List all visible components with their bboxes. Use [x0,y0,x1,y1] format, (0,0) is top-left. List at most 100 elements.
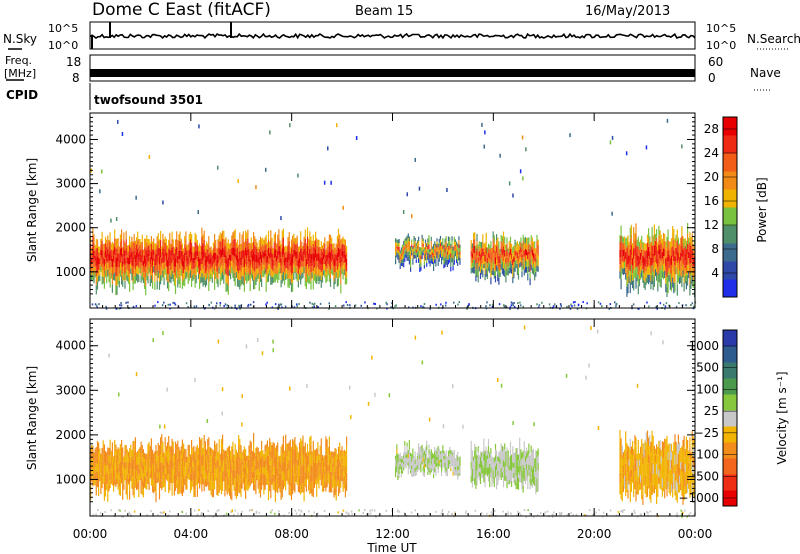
echo-cell [261,473,263,482]
echo-cell [142,465,144,474]
echo-cell [118,471,120,480]
echo-cell [530,246,532,253]
echo-cell [293,264,295,273]
echo-cell [201,273,203,283]
echo-cell [418,461,420,466]
echo-cell [489,464,491,470]
speckle-cell [678,302,680,305]
echo-cell [184,472,186,479]
echo-cell [114,255,116,264]
echo-cell [397,458,399,463]
echo-cell [259,236,262,245]
colorbar-tick-label: 12 [704,218,719,232]
echo-cell [166,245,169,253]
echo-cell [640,259,642,267]
echo-cell [222,481,224,491]
echo-cell [422,466,424,472]
echo-cell [298,450,301,460]
echo-cell [234,267,236,277]
echo-cell [496,463,498,470]
echo-cell [116,449,118,456]
echo-cell [344,451,346,459]
speckle-cell [597,301,600,304]
echo-cell [274,257,276,266]
speckle-cell [317,306,319,309]
echo-cell [131,251,133,259]
echo-cell [272,259,274,266]
echo-cell [426,449,428,455]
echo-cell [226,455,228,464]
echo-cell [117,245,119,254]
echo-cell [676,229,678,241]
echo-cell [501,467,503,473]
echo-cell [306,227,309,237]
echo-cell [453,255,455,261]
echo-cell [297,253,299,261]
echo-cell [321,257,324,264]
echo-cell [272,458,274,466]
speckle-cell [386,303,388,306]
echo-cell [516,252,518,259]
echo-cell [98,460,100,470]
echo-cell [109,439,111,448]
echo-cell [195,259,197,268]
echo-cell [619,483,621,495]
echo-cell [627,463,629,472]
echo-cell [161,443,163,453]
echo-cell [452,250,454,255]
echo-cell [476,480,478,486]
echo-cell [257,262,259,269]
echo-cell [654,255,657,263]
echo-cell [161,434,163,444]
echo-cell [675,248,677,255]
echo-cell [202,243,204,252]
echo-cell [654,241,657,248]
echo-cell [227,485,229,493]
echo-cell [521,464,523,471]
echo-cell [253,471,255,481]
echo-cell [187,473,189,479]
echo-cell [186,456,188,463]
echo-cell [138,481,140,490]
echo-cell [486,463,488,468]
echo-cell [139,261,141,268]
echo-cell [231,482,233,492]
echo-cell [194,260,196,270]
echo-cell [442,464,444,469]
echo-cell [99,453,101,460]
echo-cell [336,235,338,245]
echo-cell [487,252,490,258]
echo-cell [116,239,118,249]
echo-cell [422,241,424,244]
echo-cell [669,257,671,266]
echo-cell [295,265,297,273]
echo-cell [621,445,623,455]
echo-cell [411,465,413,470]
echo-cell [232,239,234,248]
echo-cell [282,462,284,472]
echo-cell [292,254,294,264]
speckle-cell [453,301,455,304]
echo-cell [648,228,650,238]
echo-cell [400,470,402,474]
echo-cell [505,451,507,457]
echo-cell [132,477,134,487]
echo-cell [195,453,197,460]
echo-cell [233,256,235,265]
echo-cell [292,273,294,283]
echo-cell [261,457,263,466]
echo-cell [536,471,538,479]
echo-cell [340,481,342,488]
echo-cell [403,254,405,259]
echo-cell [220,241,223,250]
echo-cell [443,256,445,261]
echo-cell [501,242,503,249]
echo-cell [438,246,440,251]
echo-cell [332,248,334,255]
echo-cell [301,254,303,261]
echo-cell [531,255,533,262]
echo-cell [158,281,161,290]
echo-cell [156,236,158,246]
echo-cell [667,261,669,272]
echo-cell [497,266,499,274]
